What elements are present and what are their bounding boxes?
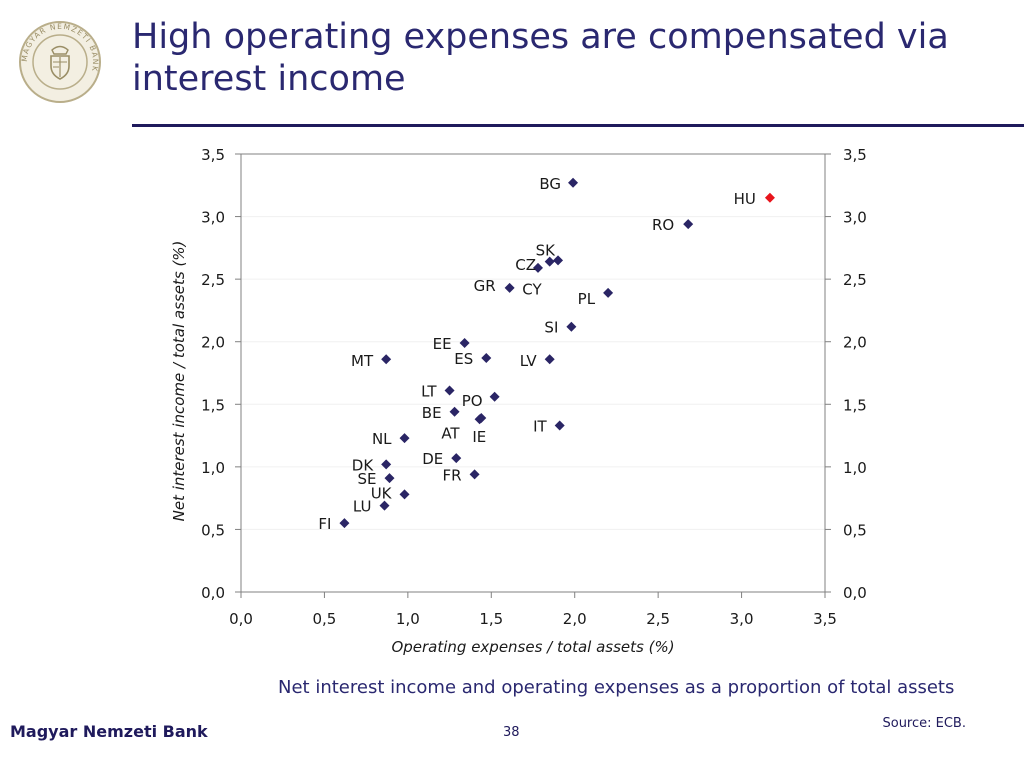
- point-label-de: DE: [422, 450, 443, 468]
- data-point-mt: [381, 354, 392, 365]
- y-tick-label-right: 3,5: [843, 146, 867, 164]
- point-label-uk: UK: [371, 484, 393, 502]
- point-label-it: IT: [533, 418, 547, 436]
- point-label-ee: EE: [433, 335, 452, 353]
- data-point-nl: [399, 433, 410, 444]
- point-label-lt: LT: [421, 383, 437, 401]
- title-divider: [132, 124, 1024, 127]
- data-point-de: [451, 453, 462, 464]
- point-label-si: SI: [544, 319, 558, 337]
- data-point-ro: [683, 219, 694, 230]
- data-point-lu: [379, 500, 390, 511]
- y-tick-label-left: 0,5: [201, 521, 225, 539]
- point-label-es: ES: [454, 350, 473, 368]
- x-tick-label: 2,5: [646, 610, 670, 628]
- data-point-pl: [603, 287, 614, 298]
- data-point-it: [554, 420, 565, 431]
- point-label-mt: MT: [351, 352, 374, 370]
- data-point-fi: [339, 518, 350, 529]
- x-tick-label: 1,5: [479, 610, 503, 628]
- data-point-sk: [553, 255, 564, 266]
- mnb-logo: MAGYAR NEMZETI BANK: [19, 21, 101, 103]
- point-label-lv: LV: [520, 352, 538, 370]
- y-tick-label-right: 2,5: [843, 271, 867, 289]
- y-tick-label-left: 1,5: [201, 396, 225, 414]
- y-tick-label-right: 2,0: [843, 334, 867, 352]
- point-label-fr: FR: [443, 466, 462, 484]
- y-tick-label-right: 1,5: [843, 396, 867, 414]
- y-tick-label-left: 2,5: [201, 271, 225, 289]
- data-point-lt: [444, 385, 455, 396]
- data-point-cy: [544, 256, 555, 267]
- data-point-bg: [568, 177, 579, 188]
- point-label-ro: RO: [652, 216, 674, 234]
- y-tick-label-left: 3,0: [201, 209, 225, 227]
- x-tick-label: 0,5: [312, 610, 336, 628]
- y-tick-label-right: 0,0: [843, 584, 867, 602]
- y-tick-label-left: 3,5: [201, 146, 225, 164]
- data-point-po: [489, 391, 500, 402]
- data-point-ee: [459, 337, 470, 348]
- point-label-pl: PL: [578, 290, 596, 308]
- y-tick-label-left: 1,0: [201, 459, 225, 477]
- x-tick-label: 0,0: [229, 610, 253, 628]
- point-label-cz: CZ: [515, 256, 536, 274]
- y-tick-label-left: 0,0: [201, 584, 225, 602]
- point-label-dk: DK: [352, 456, 375, 474]
- y-tick-label-right: 1,0: [843, 459, 867, 477]
- footer-bank-name: Magyar Nemzeti Bank: [10, 722, 208, 741]
- data-point-uk: [399, 489, 410, 500]
- x-tick-label: 1,0: [396, 610, 420, 628]
- point-label-be: BE: [422, 404, 442, 422]
- x-tick-label: 3,5: [813, 610, 837, 628]
- point-label-nl: NL: [372, 430, 392, 448]
- data-point-dk: [381, 459, 392, 470]
- point-label-po: PO: [462, 392, 483, 410]
- point-label-hu: HU: [734, 190, 756, 208]
- point-label-at: AT: [441, 424, 460, 442]
- point-label-cy: CY: [522, 281, 542, 299]
- chart-caption: Net interest income and operating expens…: [278, 677, 955, 698]
- data-point-lv: [544, 354, 555, 365]
- y-axis-title: Net interest income / total assets (%): [170, 241, 188, 522]
- data-point-es: [481, 352, 492, 363]
- data-point-hu: [764, 192, 775, 203]
- page-number: 38: [503, 725, 520, 740]
- point-label-bg: BG: [539, 175, 561, 193]
- x-tick-label: 2,0: [563, 610, 587, 628]
- x-axis-title: Operating expenses / total assets (%): [391, 638, 674, 656]
- point-label-lu: LU: [353, 498, 372, 516]
- point-label-sk: SK: [536, 241, 557, 259]
- data-point-gr: [504, 282, 515, 293]
- point-label-ie: IE: [472, 428, 486, 446]
- data-point-se: [384, 473, 395, 484]
- source-note: Source: ECB.: [882, 716, 966, 731]
- coat-of-arms-icon: [50, 45, 70, 80]
- data-point-cz: [533, 262, 544, 273]
- point-label-fi: FI: [318, 515, 331, 533]
- data-point-be: [449, 406, 460, 417]
- y-tick-label-right: 3,0: [843, 209, 867, 227]
- point-label-gr: GR: [474, 277, 496, 295]
- y-tick-label-right: 0,5: [843, 521, 867, 539]
- data-point-si: [566, 321, 577, 332]
- point-label-se: SE: [358, 470, 377, 488]
- y-tick-label-left: 2,0: [201, 334, 225, 352]
- data-point-ie: [476, 413, 487, 424]
- x-tick-label: 3,0: [730, 610, 754, 628]
- data-point-fr: [469, 469, 480, 480]
- page-title: High operating expenses are compensated …: [132, 17, 949, 99]
